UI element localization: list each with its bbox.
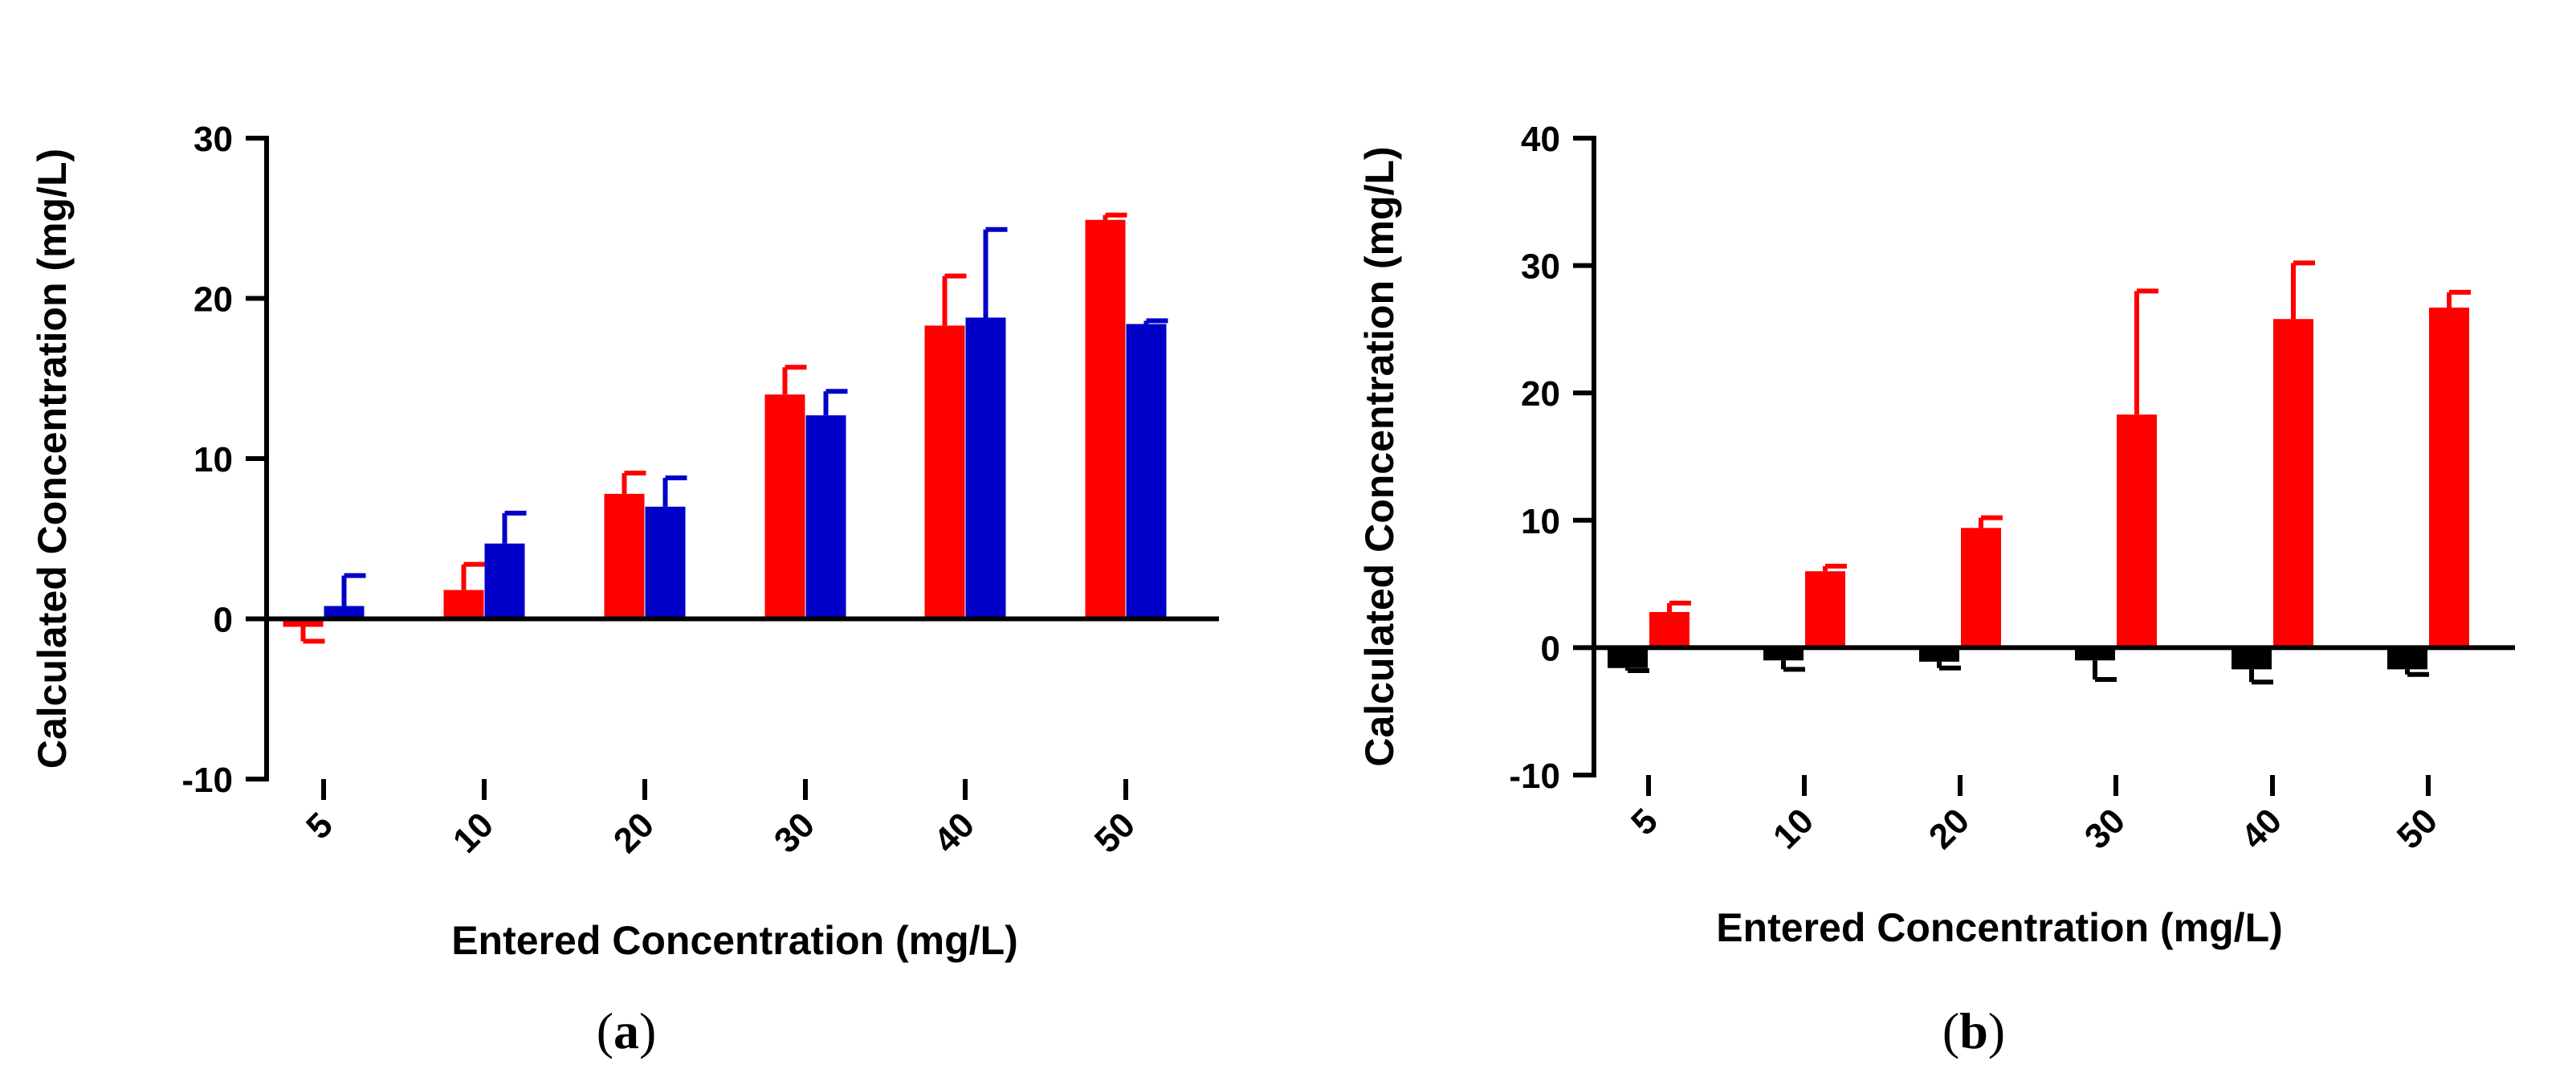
chart-panel-a: -10 0 10 20 30 5 10 20 30 40 50 Calculated Concentr… [30, 120, 1219, 1059]
panel-label-close-paren: ) [1988, 1002, 2005, 1059]
y-tick-label-40: 40 [1521, 120, 1560, 159]
bar-2-series-2 [484, 543, 525, 619]
y-tick-label-20: 20 [194, 280, 233, 320]
x-tick-label-30: 30 [767, 805, 822, 860]
chart-panel-b: -10 0 10 20 30 40 5 10 20 30 40 50 Calculated Concen… [1357, 120, 2515, 1059]
y-axis-title: Calculated Concentration (mg/L) [1357, 146, 1402, 766]
panel-label-letter: a [613, 1002, 639, 1059]
x-tick-label-20: 20 [1922, 801, 1977, 856]
y-tick-label-30: 30 [194, 120, 233, 159]
bar-4-series-1 [764, 394, 805, 619]
panel-label-open-paren: ( [597, 1002, 613, 1059]
x-tick-label-50: 50 [2390, 801, 2445, 856]
x-tick-label-30: 30 [2077, 801, 2133, 856]
y-tick-label-30: 30 [1521, 247, 1560, 287]
bar-3-series-1 [604, 493, 645, 619]
x-tick-label-50: 50 [1087, 805, 1143, 860]
bar-1-series-1 [283, 618, 324, 627]
bar-5-series-2 [2273, 319, 2313, 648]
bar-1-series-2 [324, 606, 365, 619]
bar-5-series-1 [924, 325, 965, 619]
panel-label-letter: b [1959, 1002, 1988, 1059]
y-axis-title: Calculated Concentration (mg/L) [30, 149, 75, 769]
bar-1-series-2 [1649, 611, 1689, 648]
bar-2-series-1 [443, 590, 484, 619]
bar-5-series-2 [965, 317, 1006, 619]
x-tick-label-5: 5 [1624, 801, 1665, 843]
x-tick-label-10: 10 [1766, 801, 1821, 856]
x-axis-title: Entered Concentration (mg/L) [1716, 905, 2283, 950]
bar-3-series-2 [645, 506, 686, 619]
y-tick-label-0: 0 [214, 601, 233, 640]
bar-4-series-2 [2117, 414, 2157, 648]
bar-6-series-2 [2429, 307, 2469, 648]
x-tick-label-40: 40 [2234, 801, 2289, 856]
bar-4-series-1 [2075, 647, 2115, 661]
x-axis-title: Entered Concentration (mg/L) [451, 918, 1018, 963]
bar-3-series-2 [1961, 528, 2001, 648]
bar-5-series-1 [2232, 647, 2272, 670]
y-tick-label--10: -10 [1509, 757, 1560, 796]
x-tick-label-5: 5 [299, 805, 340, 847]
y-tick-label--10: -10 [181, 761, 233, 800]
y-tick-label-10: 10 [194, 440, 233, 479]
x-tick-label-20: 20 [606, 805, 662, 860]
panel-label: (b) [1942, 1002, 2005, 1059]
panel-label-close-paren: ) [639, 1002, 656, 1059]
panel-label: (a) [597, 1002, 657, 1059]
bar-4-series-2 [805, 415, 846, 619]
y-tick-label-10: 10 [1521, 502, 1560, 541]
bar-6-series-1 [2387, 647, 2427, 670]
bar-6-series-1 [1085, 219, 1126, 619]
bar-6-series-2 [1126, 324, 1167, 619]
bar-2-series-2 [1805, 571, 1845, 648]
y-tick-label-0: 0 [1541, 629, 1560, 668]
bar-2-series-1 [1763, 647, 1804, 661]
x-tick-label-10: 10 [446, 805, 501, 860]
y-tick-label-20: 20 [1521, 374, 1560, 414]
panel-label-open-paren: ( [1942, 1002, 1959, 1059]
bar-1-series-1 [1608, 647, 1648, 668]
bar-3-series-1 [1919, 647, 1959, 662]
x-tick-label-40: 40 [927, 805, 982, 860]
